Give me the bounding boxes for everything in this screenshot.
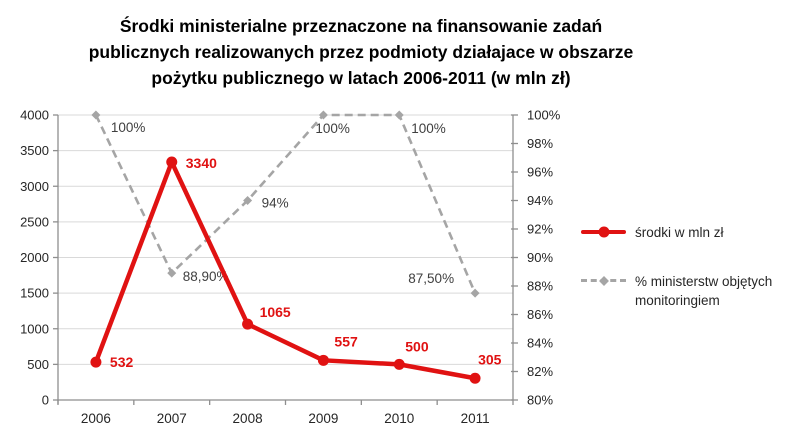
left-axis-tick-label: 3000 xyxy=(20,179,49,194)
right-axis-tick-label: 94% xyxy=(527,193,553,208)
mln-series-data-label: 557 xyxy=(334,333,358,349)
pct-series-marker xyxy=(91,110,101,120)
pct-series-data-label: 100% xyxy=(315,121,350,136)
chart-title-line-3: pożytku publicznego w latach 2006-2011 (… xyxy=(151,68,571,88)
left-axis-tick-label: 1000 xyxy=(20,321,49,336)
pct-series-line xyxy=(94,113,477,294)
gray-dash-sample xyxy=(581,274,626,287)
left-axis-tick-label: 2000 xyxy=(20,250,49,265)
right-axis-tick-label: 82% xyxy=(527,364,553,379)
mln-series-marker xyxy=(393,358,405,370)
left-axis-tick-label: 3500 xyxy=(20,143,49,158)
mln-series-data-label: 305 xyxy=(478,351,502,367)
pct-series-marker xyxy=(470,288,480,298)
pct-series-data-label: 94% xyxy=(262,196,289,211)
red-line-sample xyxy=(581,225,626,238)
right-axis-tick-label: 86% xyxy=(527,307,553,322)
left-axis-tick-label: 0 xyxy=(42,393,49,408)
x-axis-category-label: 2007 xyxy=(157,411,187,426)
mln-series-data-label: 532 xyxy=(110,354,134,370)
x-axis-category-label: 2008 xyxy=(233,411,263,426)
legend-item-srodki: środki w mln zł xyxy=(581,223,800,242)
pct-series-data-label: 100% xyxy=(411,121,446,136)
chart-title: Środki ministerialne przeznaczone na fin… xyxy=(0,13,722,91)
pct-series-marker xyxy=(394,110,404,120)
left-axis-tick-label: 2500 xyxy=(20,214,49,229)
right-axis-tick-label: 100% xyxy=(527,108,561,123)
pct-series-data-label: 87,50% xyxy=(408,271,454,286)
pct-series-data-label: 100% xyxy=(111,120,146,135)
right-axis-tick-label: 90% xyxy=(527,250,553,265)
legend-label-srodki: środki w mln zł xyxy=(635,225,724,240)
left-axis-tick-label: 1500 xyxy=(20,286,49,301)
legend: środki w mln zł % ministerstw objętych m… xyxy=(581,223,800,340)
pct-series-marker xyxy=(243,196,253,205)
mln-series-data-label: 1065 xyxy=(260,304,291,320)
mln-series-marker xyxy=(469,372,481,384)
x-axis-category-label: 2009 xyxy=(308,411,338,426)
right-axis-tick-label: 84% xyxy=(527,336,553,351)
legend-item-ministerstwa: % ministerstw objętych monitoringiem xyxy=(581,272,800,310)
red-dot-icon xyxy=(598,226,609,238)
mln-series-data-label: 3340 xyxy=(186,155,217,171)
mln-series-marker xyxy=(317,354,329,366)
mln-series-line xyxy=(93,159,478,381)
left-axis-tick-label: 4000 xyxy=(20,108,49,123)
right-axis-tick-label: 96% xyxy=(527,165,553,180)
chart-title-line-2: publicznych realizowanych przez podmioty… xyxy=(88,42,634,62)
chart-title-line-1: Środki ministerialne przeznaczone na fin… xyxy=(119,16,603,36)
mln-series-marker xyxy=(166,156,178,168)
pct-series-marker xyxy=(167,268,177,278)
right-axis-tick-label: 88% xyxy=(527,279,553,294)
x-axis-category-label: 2010 xyxy=(384,411,414,426)
legend-label-ministerstwa: % ministerstw objętych monitoringiem xyxy=(635,274,773,308)
right-axis-tick-label: 98% xyxy=(527,136,553,151)
x-axis-category-label: 2006 xyxy=(81,411,111,426)
pct-series-data-label: 88,90% xyxy=(183,269,229,284)
mln-series-data-label: 500 xyxy=(405,338,429,354)
gray-diamond-icon xyxy=(598,275,609,286)
left-axis-tick-label: 500 xyxy=(27,357,49,372)
pct-series-marker xyxy=(318,110,328,120)
mln-series-marker xyxy=(90,356,102,368)
right-axis-tick-label: 92% xyxy=(527,222,553,237)
mln-series-marker xyxy=(242,318,254,330)
x-axis-category-label: 2011 xyxy=(461,411,490,426)
right-axis-tick-label: 80% xyxy=(527,393,553,408)
